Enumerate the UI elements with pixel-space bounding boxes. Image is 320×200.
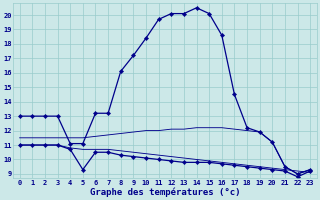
- X-axis label: Graphe des températures (°c): Graphe des températures (°c): [90, 187, 240, 197]
